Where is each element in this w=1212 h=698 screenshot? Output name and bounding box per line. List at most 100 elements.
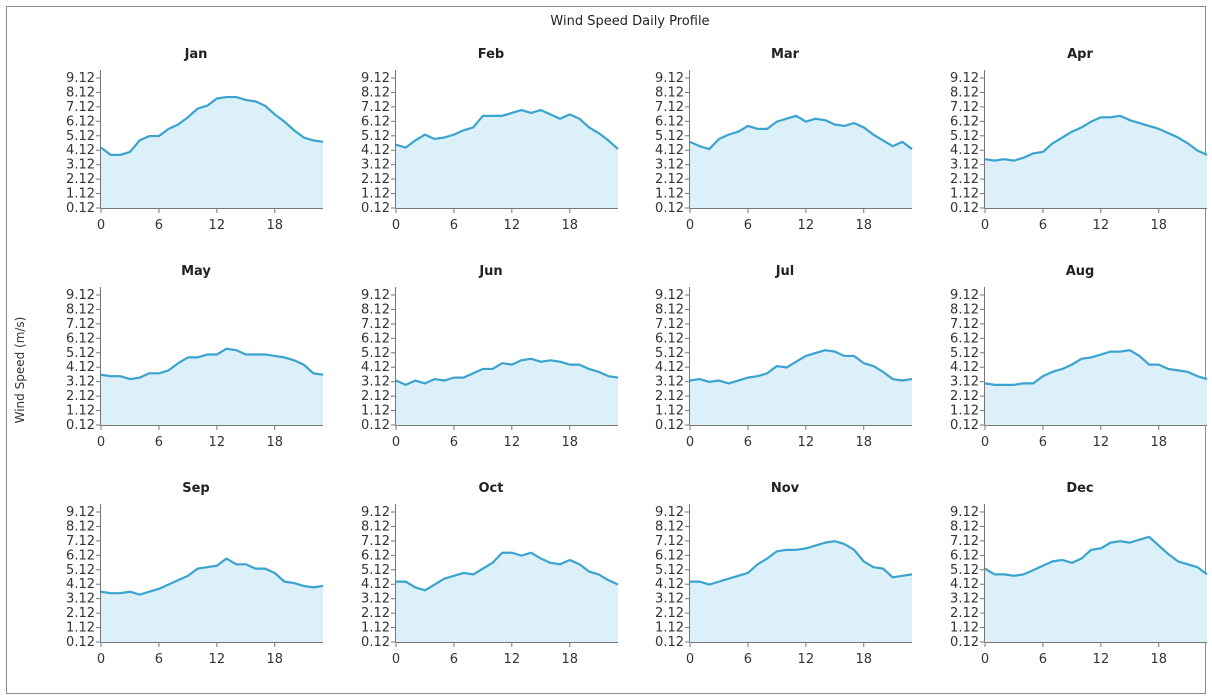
y-tick-label-feb: 3.12 (361, 158, 390, 173)
y-tick-label-sep: 6.12 (66, 548, 95, 563)
x-tick-label-jun: 12 (504, 435, 521, 450)
y-tick-label-may: 7.12 (66, 317, 95, 332)
area-fill-apr (985, 115, 1207, 208)
x-tick-label-sep: 18 (266, 652, 283, 667)
panel-title-sep: Sep (182, 481, 210, 496)
panel-oct: Oct 0.121.122.123.124.125.126.127.128.129… (361, 481, 619, 667)
x-tick-label-feb: 0 (392, 218, 400, 233)
x-tick-label-oct: 6 (450, 652, 458, 667)
panel-aug: Aug 0.121.122.123.124.125.126.127.128.129… (950, 264, 1208, 450)
y-tick-label-jun: 0.12 (361, 418, 390, 433)
area-fill-mar (690, 115, 912, 208)
y-tick-label-oct: 9.12 (361, 505, 390, 520)
x-tick-label-jan: 12 (209, 218, 226, 233)
y-tick-label-mar: 9.12 (655, 71, 684, 86)
x-tick-label-jan: 18 (266, 218, 283, 233)
y-tick-label-aug: 9.12 (950, 288, 979, 303)
x-tick-label-aug: 6 (1039, 435, 1047, 450)
y-tick-label-oct: 5.12 (361, 563, 390, 578)
y-tick-label-mar: 8.12 (655, 85, 684, 100)
x-tick-label-nov: 6 (744, 652, 752, 667)
y-tick-label-dec: 6.12 (950, 548, 979, 563)
x-tick-label-nov: 0 (686, 652, 694, 667)
y-tick-label-aug: 0.12 (950, 418, 979, 433)
area-fill-sep (101, 558, 323, 642)
x-tick-label-may: 18 (266, 435, 283, 450)
y-tick-label-jan: 4.12 (66, 143, 95, 158)
x-tick-label-dec: 18 (1150, 652, 1167, 667)
x-tick-label-sep: 6 (155, 652, 163, 667)
y-tick-label-jul: 6.12 (655, 331, 684, 346)
y-tick-label-aug: 7.12 (950, 317, 979, 332)
y-tick-label-feb: 7.12 (361, 100, 390, 115)
y-tick-label-feb: 5.12 (361, 129, 390, 144)
y-tick-label-dec: 4.12 (950, 577, 979, 592)
panel-title-feb: Feb (478, 47, 504, 62)
panel-title-jun: Jun (478, 264, 502, 279)
x-tick-label-sep: 12 (209, 652, 226, 667)
y-tick-label-jun: 3.12 (361, 375, 390, 390)
y-tick-label-jun: 6.12 (361, 331, 390, 346)
panel-title-oct: Oct (479, 481, 504, 496)
y-tick-label-jun: 7.12 (361, 317, 390, 332)
y-tick-label-jun: 9.12 (361, 288, 390, 303)
y-tick-label-aug: 6.12 (950, 331, 979, 346)
y-tick-label-dec: 3.12 (950, 592, 979, 607)
area-fill-oct (396, 552, 618, 642)
y-tick-label-oct: 6.12 (361, 548, 390, 563)
y-tick-label-jul: 8.12 (655, 302, 684, 317)
y-tick-label-jul: 7.12 (655, 317, 684, 332)
x-tick-label-may: 0 (97, 435, 105, 450)
y-tick-label-mar: 6.12 (655, 114, 684, 129)
panel-mar: Mar 0.121.122.123.124.125.126.127.128.129… (655, 47, 913, 233)
y-tick-label-may: 0.12 (66, 418, 95, 433)
y-tick-label-nov: 8.12 (655, 519, 684, 534)
y-tick-label-jun: 2.12 (361, 389, 390, 404)
y-tick-label-sep: 3.12 (66, 592, 95, 607)
y-tick-label-may: 9.12 (66, 288, 95, 303)
y-tick-label-apr: 9.12 (950, 71, 979, 86)
y-tick-label-mar: 5.12 (655, 129, 684, 144)
x-tick-label-jan: 0 (97, 218, 105, 233)
y-tick-label-sep: 2.12 (66, 606, 95, 621)
y-tick-label-feb: 8.12 (361, 85, 390, 100)
y-tick-label-may: 2.12 (66, 389, 95, 404)
y-tick-label-apr: 5.12 (950, 129, 979, 144)
y-tick-label-sep: 8.12 (66, 519, 95, 534)
y-tick-label-may: 6.12 (66, 331, 95, 346)
panel-dec: Dec 0.121.122.123.124.125.126.127.128.129… (950, 481, 1208, 667)
y-tick-label-may: 8.12 (66, 302, 95, 317)
x-tick-label-oct: 0 (392, 652, 400, 667)
y-tick-label-dec: 2.12 (950, 606, 979, 621)
x-tick-label-aug: 0 (981, 435, 989, 450)
x-tick-label-jan: 6 (155, 218, 163, 233)
x-tick-label-feb: 6 (450, 218, 458, 233)
y-tick-label-nov: 3.12 (655, 592, 684, 607)
y-tick-label-may: 1.12 (66, 404, 95, 419)
y-tick-label-nov: 9.12 (655, 505, 684, 520)
area-fill-nov (690, 541, 912, 642)
y-tick-label-nov: 2.12 (655, 606, 684, 621)
y-tick-label-oct: 2.12 (361, 606, 390, 621)
series-line-jun (395, 357, 619, 386)
series-line-dec (984, 535, 1208, 577)
y-tick-label-may: 4.12 (66, 360, 95, 375)
area-fill-jun (396, 358, 618, 425)
y-tick-label-jul: 1.12 (655, 404, 684, 419)
panel-nov: Nov 0.121.122.123.124.125.126.127.128.129… (655, 481, 913, 667)
panel-sep: Sep 0.121.122.123.124.125.126.127.128.129… (66, 481, 324, 667)
y-tick-label-oct: 4.12 (361, 577, 390, 592)
y-tick-label-nov: 5.12 (655, 563, 684, 578)
panel-feb: Feb 0.121.122.123.124.125.126.127.128.129… (361, 47, 619, 233)
y-tick-label-nov: 7.12 (655, 534, 684, 549)
panel-title-aug: Aug (1066, 264, 1095, 279)
panel-apr: Apr 0.121.122.123.124.125.126.127.128.129… (950, 47, 1208, 233)
y-tick-label-feb: 0.12 (361, 201, 390, 216)
y-tick-label-oct: 3.12 (361, 592, 390, 607)
series-line-oct (396, 551, 619, 592)
y-tick-label-nov: 4.12 (655, 577, 684, 592)
panel-title-jul: Jul (775, 264, 795, 279)
area-fill-aug (985, 350, 1207, 425)
x-tick-label-feb: 18 (561, 218, 578, 233)
panel-jun: Jun 0.121.122.123.124.125.126.127.128.129… (361, 264, 619, 450)
